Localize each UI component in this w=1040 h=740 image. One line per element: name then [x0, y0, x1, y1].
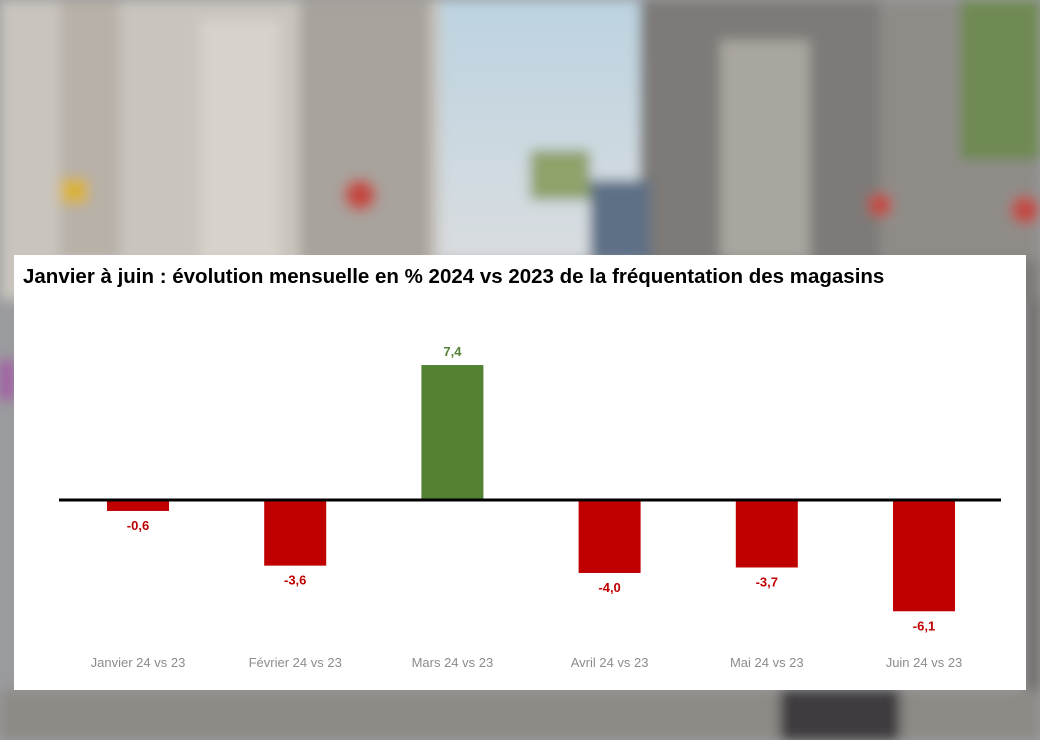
bar-3: [421, 365, 484, 500]
bar-2: [264, 500, 327, 566]
category-label-2: Février 24 vs 23: [249, 655, 342, 670]
data-label-6: -6,1: [913, 618, 935, 633]
category-label-1: Janvier 24 vs 23: [91, 655, 186, 670]
category-label-4: Avril 24 vs 23: [571, 655, 649, 670]
bar-5: [735, 500, 798, 568]
category-label-3: Mars 24 vs 23: [412, 655, 494, 670]
category-label-6: Juin 24 vs 23: [886, 655, 963, 670]
chart-title: Janvier à juin : évolution mensuelle en …: [23, 265, 885, 288]
data-label-5: -3,7: [756, 574, 778, 589]
bar-chart: -0,6 Janvier 24 vs 23 -3,6 Février 24 vs 23…: [59, 344, 1001, 670]
data-label-4: -4,0: [598, 580, 620, 595]
chart-card: Janvier à juin : évolution mensuelle en …: [14, 255, 1026, 690]
data-label-2: -3,6: [284, 573, 306, 588]
data-label-1: -0,6: [127, 518, 149, 533]
category-label-5: Mai 24 vs 23: [730, 655, 804, 670]
bar-6: [893, 500, 955, 612]
data-label-3: 7,4: [443, 344, 462, 359]
bar-1: [107, 500, 169, 511]
bar-4: [578, 500, 641, 573]
